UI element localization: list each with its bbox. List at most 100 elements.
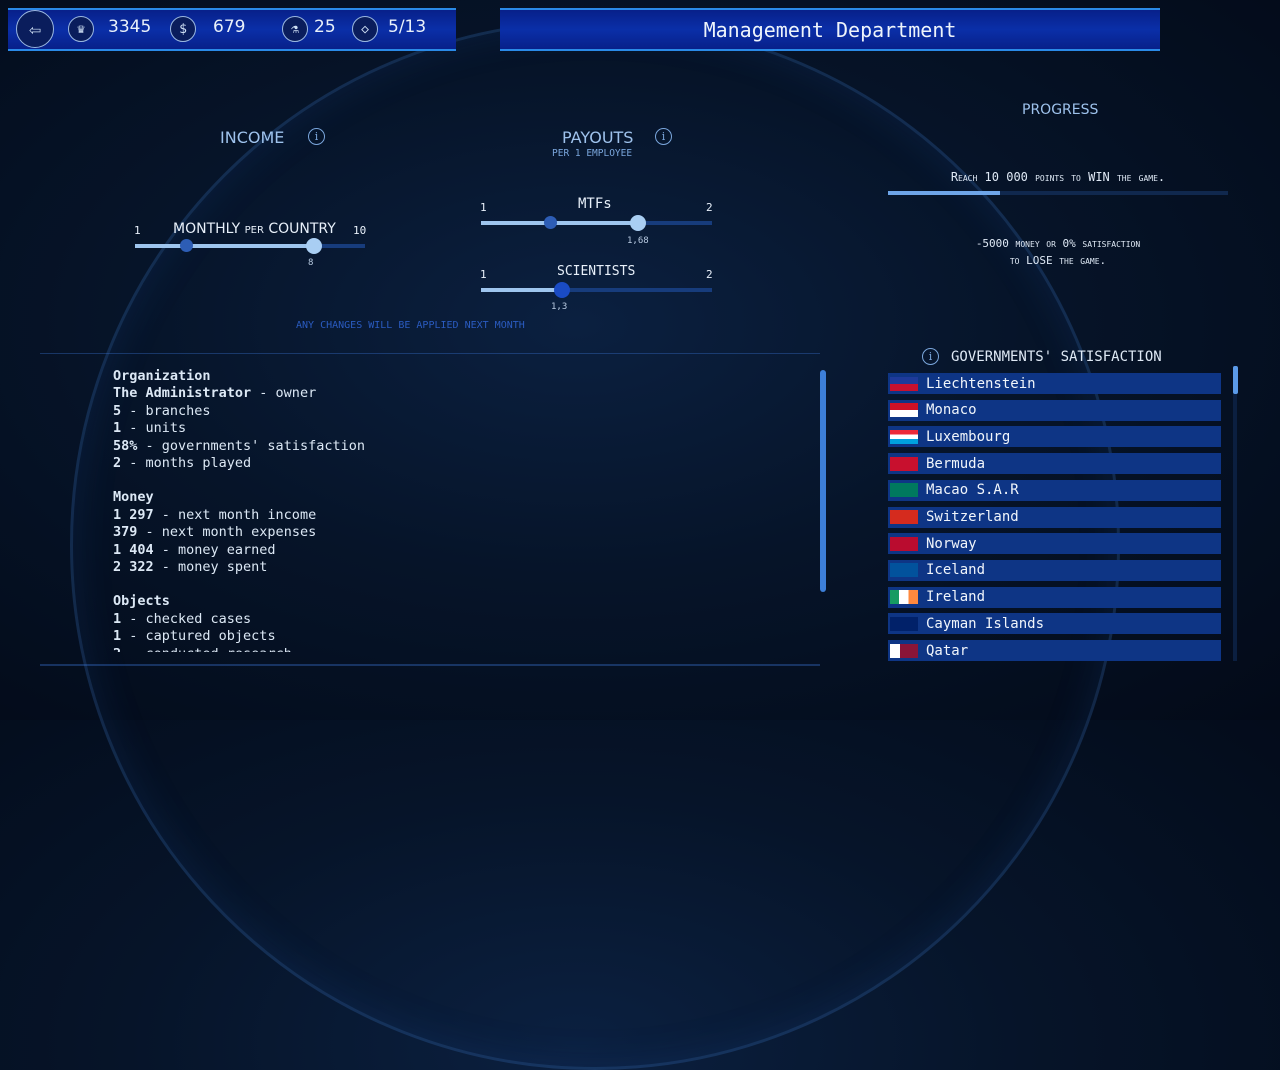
country-name: Macao S.A.R	[926, 482, 1019, 499]
country-name: Norway	[926, 535, 977, 552]
lose-line: -5000 money or 0% satisfaction	[975, 237, 1141, 250]
lose-condition: -5000 money or 0% satisfaction to LOSE th…	[888, 235, 1228, 269]
countries-scrollbar[interactable]	[1233, 366, 1238, 661]
section-title: Objects	[113, 593, 170, 610]
country-row[interactable]: Ireland	[888, 586, 1221, 608]
flag-icon	[890, 376, 918, 391]
stat-label: - months played	[121, 455, 252, 472]
previous-value-marker	[180, 239, 194, 252]
country-name: Ireland	[926, 589, 986, 606]
satisfaction-info-icon[interactable]: i	[922, 348, 939, 365]
scientists-slider-label: SCIENTISTS	[557, 264, 636, 279]
flag-icon	[890, 563, 918, 578]
stat-value: 2	[113, 455, 122, 472]
stat-line: 1 - units	[113, 420, 813, 437]
payouts-info-icon[interactable]: i	[655, 128, 672, 145]
title-bar: Management Department	[500, 8, 1160, 51]
flag-icon	[890, 403, 918, 418]
money-value: 679	[213, 17, 246, 37]
country-name: Luxembourg	[926, 428, 1011, 445]
progress-title: PROGRESS	[1022, 102, 1099, 118]
country-row[interactable]: Norway	[888, 533, 1221, 555]
stat-label: - next month expenses	[137, 524, 317, 541]
arrow-left-icon: ⇦	[28, 17, 42, 41]
income-info-icon[interactable]: i	[308, 128, 325, 145]
country-name: Iceland	[926, 562, 986, 579]
money-icon: $	[170, 16, 196, 42]
mtfs-slider[interactable]	[481, 215, 712, 231]
stat-value: 1	[113, 628, 122, 645]
stat-line: 1 404 - money earned	[113, 542, 813, 559]
scientists-slider[interactable]	[481, 282, 712, 298]
slider-handle[interactable]	[305, 238, 322, 254]
diamond-icon: ◇	[352, 16, 378, 42]
scientists-slider-value: 1,3	[551, 302, 568, 312]
stat-value: 1 297	[113, 506, 154, 523]
research-value: 25	[314, 17, 336, 37]
country-row[interactable]: Iceland	[888, 559, 1221, 581]
slider-handle[interactable]	[553, 282, 570, 298]
win-condition: Reach 10 000 points to WIN the game.	[950, 170, 1166, 184]
country-row[interactable]: Macao S.A.R	[888, 479, 1221, 501]
stat-line: 1 297 - next month income	[113, 507, 813, 524]
flag-icon	[890, 456, 918, 471]
statistics-panel: Organization The Administrator - owner 5 -…	[113, 368, 813, 652]
country-row[interactable]: Qatar	[888, 640, 1221, 661]
label-part: MONTHLY	[173, 221, 241, 237]
mtfs-slider-value: 1,68	[627, 236, 649, 246]
label-part: COUNTRY	[268, 221, 336, 237]
previous-value-marker	[544, 216, 558, 229]
stat-label: - money earned	[153, 541, 276, 558]
slider-max: 2	[706, 201, 713, 214]
stat-value: 1	[113, 420, 122, 437]
stat-line: 1 - checked cases	[113, 611, 813, 628]
stat-line: 2 - conducted research	[113, 646, 813, 652]
statistics-scrollbar[interactable]	[820, 370, 826, 592]
stat-label: - conducted research	[121, 646, 292, 652]
lose-line: to LOSE the game.	[1009, 254, 1107, 267]
stat-label: - units	[121, 420, 187, 437]
country-row[interactable]: Bermuda	[888, 453, 1221, 475]
changes-note: ANY CHANGES WILL BE APPLIED NEXT MONTH	[296, 320, 525, 331]
stat-value: 5	[113, 402, 122, 419]
stat-value: 2 322	[113, 559, 154, 576]
stat-label: - next month income	[153, 506, 317, 523]
satisfaction-title: GOVERNMENTS' SATISFACTION	[951, 349, 1162, 365]
stat-label: - money spent	[153, 559, 268, 576]
income-slider-value: 8	[308, 258, 314, 268]
country-row[interactable]: Luxembourg	[888, 426, 1221, 448]
country-row[interactable]: Liechtenstein	[888, 373, 1221, 394]
country-row[interactable]: Switzerland	[888, 506, 1221, 528]
stat-label: - owner	[251, 385, 317, 402]
stat-value: The Administrator	[113, 385, 252, 402]
flag-icon	[890, 590, 918, 605]
country-row[interactable]: Monaco	[888, 399, 1221, 421]
stat-label: - captured objects	[121, 628, 276, 645]
country-name: Monaco	[926, 402, 977, 419]
stat-label: - governments' satisfaction	[137, 437, 365, 454]
stat-value: 1 404	[113, 541, 154, 558]
stat-label: - checked cases	[121, 610, 252, 627]
slider-max: 2	[706, 268, 713, 281]
progress-bar	[888, 191, 1228, 195]
flag-icon	[890, 510, 918, 524]
country-name: Bermuda	[926, 455, 986, 472]
stat-label: - branches	[121, 402, 211, 419]
slider-handle[interactable]	[630, 215, 647, 231]
payouts-subtitle: per 1 EMPLOYEE	[552, 148, 633, 159]
country-name: Cayman Islands	[926, 615, 1045, 632]
stat-line: The Administrator - owner	[113, 385, 813, 402]
country-name: Qatar	[926, 642, 969, 659]
objects-value: 5/13	[388, 17, 427, 37]
back-button[interactable]: ⇦	[16, 10, 54, 48]
country-name: Switzerland	[926, 509, 1019, 525]
section-title: Organization	[113, 368, 211, 384]
flask-icon: ⚗	[282, 16, 308, 42]
country-name: Liechtenstein	[926, 375, 1036, 392]
country-row[interactable]: Cayman Islands	[888, 613, 1221, 635]
slider-max: 10	[353, 224, 367, 237]
income-slider[interactable]	[135, 238, 365, 254]
income-title: INCOME	[220, 128, 285, 147]
slider-min: 1	[480, 201, 487, 214]
stat-value: 1	[113, 610, 122, 627]
